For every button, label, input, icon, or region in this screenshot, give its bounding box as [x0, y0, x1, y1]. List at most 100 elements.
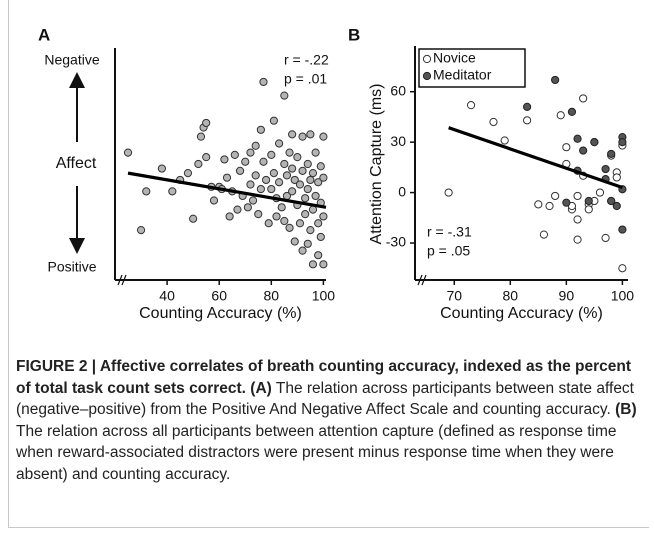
caption-text: (B) [615, 401, 637, 418]
point [573, 235, 582, 244]
y-tick-label: -30 [386, 234, 406, 250]
point [301, 194, 310, 203]
point [246, 148, 255, 157]
point [556, 111, 565, 120]
point [306, 175, 315, 185]
point [243, 203, 252, 212]
point [319, 132, 328, 141]
point [194, 159, 203, 169]
point [534, 200, 543, 209]
point [256, 125, 265, 134]
point [285, 148, 294, 157]
point [308, 169, 318, 178]
annotation: p = .05 [427, 243, 470, 259]
point [314, 219, 323, 228]
point [612, 173, 621, 182]
point [545, 201, 554, 211]
point [601, 164, 610, 174]
point [573, 215, 582, 224]
point [316, 162, 325, 171]
point [136, 226, 146, 235]
trend-line [127, 171, 327, 209]
point [269, 169, 279, 178]
figure-frame [8, 0, 649, 528]
point [308, 260, 318, 269]
point [298, 166, 307, 175]
point [295, 180, 305, 189]
point [277, 203, 286, 212]
point [280, 91, 289, 100]
y-end-label: Positive [47, 259, 96, 275]
point [303, 159, 312, 169]
point [444, 188, 453, 197]
legend-marker [422, 71, 432, 81]
point [618, 225, 627, 234]
point [259, 157, 268, 166]
point [251, 171, 260, 180]
point [319, 173, 328, 182]
axis-break [417, 274, 427, 286]
panel-label: B [348, 25, 360, 44]
x-tick-label: 100 [611, 288, 635, 304]
point [254, 210, 263, 219]
point [285, 223, 294, 232]
point [562, 143, 571, 152]
point [261, 175, 271, 185]
point [311, 148, 320, 157]
point [303, 239, 312, 248]
x-tick-label: 80 [264, 288, 280, 304]
point [584, 205, 593, 214]
point [233, 205, 242, 214]
point [248, 196, 258, 205]
point [590, 138, 599, 147]
point [123, 148, 133, 157]
point [311, 191, 320, 201]
point [157, 164, 166, 173]
point [298, 246, 307, 255]
caption-text: The relation across participants between… [16, 379, 634, 419]
point [264, 219, 273, 228]
legend-label: Meditator [433, 67, 492, 83]
point [612, 201, 621, 211]
point [290, 175, 299, 185]
legend-box [418, 48, 526, 88]
point [301, 210, 310, 219]
point [196, 132, 206, 141]
point [282, 171, 292, 180]
x-tick-label: 70 [446, 288, 462, 304]
point [288, 130, 297, 139]
point [259, 77, 268, 87]
point [607, 196, 616, 206]
point [280, 159, 289, 169]
caption: FIGURE 2 | Affective correlates of breat… [16, 356, 644, 485]
point [601, 233, 610, 243]
point [288, 164, 297, 173]
point [573, 191, 582, 201]
annotation: r = -.31 [427, 224, 472, 240]
caption-text: The relation across all participants bet… [16, 422, 617, 483]
point [293, 153, 302, 162]
point [573, 134, 582, 143]
point [269, 116, 279, 125]
point [168, 187, 177, 196]
point [466, 101, 476, 110]
annotation: p = .01 [284, 71, 327, 87]
point [489, 117, 498, 127]
point [579, 146, 588, 155]
point [298, 132, 307, 141]
point [539, 230, 549, 239]
y-axis-label: Affect [56, 155, 97, 172]
point [314, 251, 323, 260]
point [267, 150, 276, 159]
point [618, 264, 627, 273]
point [189, 214, 198, 223]
y-tick-label: 30 [390, 133, 406, 149]
trend-line [448, 126, 623, 190]
point [314, 178, 323, 187]
point [256, 184, 265, 194]
point [319, 260, 328, 269]
point [551, 191, 560, 201]
point [241, 157, 250, 166]
caption-text: FIGURE 2 | Affective correlates of breat… [16, 358, 632, 397]
